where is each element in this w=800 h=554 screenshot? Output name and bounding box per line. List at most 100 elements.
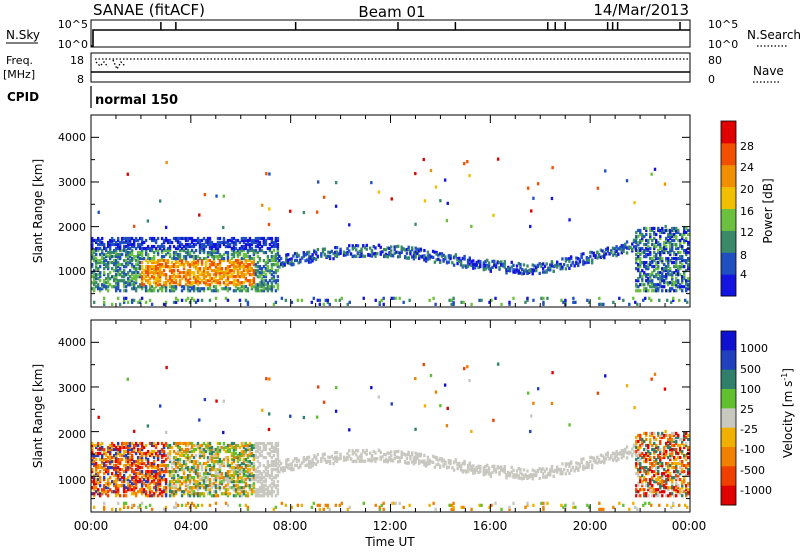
power-cell [206,273,210,277]
velocity-cell [142,461,146,466]
velocity-cell [94,470,98,474]
power-cell [176,283,180,287]
power-cell [110,250,114,255]
power-cell [136,250,140,255]
power-cell [250,279,254,283]
power-cell [116,283,120,287]
velocity-cell [192,480,196,484]
power-cell [146,271,150,275]
velocity-cell [417,454,421,458]
power-cell [266,269,270,273]
power-cell [452,296,455,300]
power-cell [212,285,216,289]
velocity-cell [188,468,192,472]
power-cell [687,263,690,267]
power-cell [529,224,532,229]
power-cell [353,246,356,250]
power-cell [148,267,152,271]
velocity-cell [116,468,120,472]
velocity-cell [116,457,120,462]
velocity-cell [262,490,266,494]
power-cell [675,281,678,285]
velocity-cell [92,494,96,498]
velocity-cell [138,457,142,462]
power-cell [216,269,220,273]
power-cell [362,296,365,300]
velocity-cell [94,464,98,468]
power-cell [645,246,648,251]
velocity-cell [370,458,374,462]
velocity-cell [114,474,118,478]
velocity-cell [166,445,170,450]
power-cell [459,261,463,265]
power-cell [663,182,667,186]
power-cell [242,269,246,273]
power-cell [367,253,370,257]
power-cell [675,256,678,261]
velocity-cell [466,463,470,467]
velocity-cell [649,466,652,470]
velocity-cell [114,468,118,472]
velocity-cell [96,474,100,478]
velocity-cell [162,443,166,448]
power-cell [214,242,218,247]
velocity-cell [240,453,244,458]
velocity-cell [649,457,652,462]
power-cell [334,250,337,255]
power-cell [651,261,654,265]
velocity-cell [649,484,652,488]
power-cell [156,250,160,255]
power-cell [286,258,290,262]
velocity-cell [412,459,416,463]
power-cell [340,296,343,300]
velocity-cell [510,470,513,474]
power-cell [685,238,688,243]
velocity-cell [236,476,240,480]
velocity-cell [146,461,150,466]
velocity-cell [386,451,389,455]
velocity-cell [293,463,297,468]
velocity-cell [254,488,258,492]
velocity-cell [200,478,204,482]
power-cell [587,257,590,261]
power-cell [148,269,152,273]
power-cell [100,242,104,247]
power-cell [575,261,578,265]
power-cell [460,300,463,304]
power-cell [142,283,146,287]
power-cell [306,252,309,256]
power-cell [114,289,118,293]
power-cell [372,244,375,249]
velocity-cell [176,443,180,448]
power-cell [136,275,140,279]
velocity-cell [649,441,652,446]
power-cell [194,248,198,253]
power-cell [390,197,393,201]
velocity-cell [200,464,204,468]
velocity-cell [112,482,116,486]
velocity-cell [122,441,126,446]
velocity-cell [234,494,238,498]
velocity-cell [102,476,106,480]
power-cell [204,244,208,249]
velocity-cell [454,459,458,463]
velocity-cell [244,490,248,494]
velocity-cell [196,459,200,464]
velocity-cell [178,480,182,484]
velocity-cell [166,466,170,470]
velocity-cell [645,470,648,474]
velocity-cell [174,480,178,484]
velocity-cell [188,494,192,498]
power-cell [200,273,204,277]
power-cell [398,296,401,300]
power-cell [214,267,218,271]
velocity-cell [358,458,361,462]
velocity-cell [96,492,100,496]
velocity-cell [635,484,638,488]
power-cell [663,242,666,247]
velocity-cell [306,463,309,467]
velocity-cell [228,464,232,468]
power-colorbar-segment [721,208,736,231]
power-cell [272,263,276,267]
power-cell [542,296,545,300]
